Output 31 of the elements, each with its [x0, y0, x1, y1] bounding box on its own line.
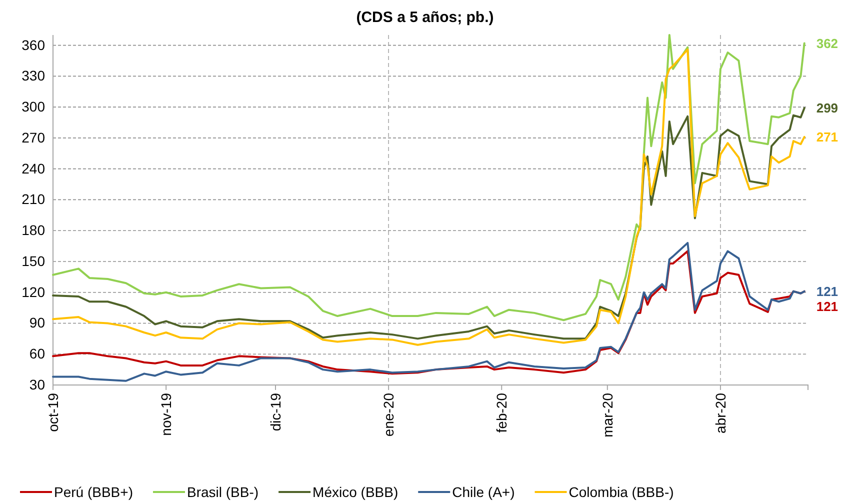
y-tick-label: 360 [22, 36, 46, 53]
data-label: 362 [816, 36, 838, 51]
data-label: 121 [816, 284, 838, 299]
data-label: 121 [816, 298, 838, 314]
legend-label: Colombia (BBB-) [568, 484, 674, 500]
data-label: 299 [816, 100, 838, 116]
y-tick-label: 90 [29, 314, 46, 331]
x-tick-label: nov-19 [158, 392, 174, 436]
x-tick-label: abr-20 [712, 392, 728, 434]
x-tick-label: oct-19 [44, 392, 61, 432]
y-tick-label: 180 [22, 222, 46, 238]
x-tick-label: feb-20 [494, 392, 510, 433]
y-tick-label: 240 [22, 160, 46, 176]
legend-label: Brasil (BB-) [186, 484, 259, 500]
legend-label: México (BBB) [312, 484, 398, 500]
y-tick-label: 330 [22, 68, 46, 84]
y-tick-label: 60 [29, 346, 46, 362]
y-tick-label: 300 [22, 98, 46, 115]
y-tick-label: 150 [22, 252, 46, 269]
x-tick-label: dic-19 [267, 392, 284, 432]
y-tick-label: 120 [22, 284, 46, 300]
line-series [52, 107, 806, 340]
data-label: 271 [816, 129, 838, 144]
y-tick-label: 30 [29, 376, 46, 392]
y-tick-label: 270 [22, 129, 46, 146]
x-tick-label: mar-20 [599, 392, 616, 438]
chart-title: (CDS a 5 años; pb.) [356, 9, 494, 26]
x-tick-label: ene-20 [380, 392, 396, 437]
legend-label: Chile (A+) [452, 484, 515, 500]
legend-label: Perú (BBB+) [54, 484, 133, 500]
y-tick-label: 210 [22, 191, 46, 208]
